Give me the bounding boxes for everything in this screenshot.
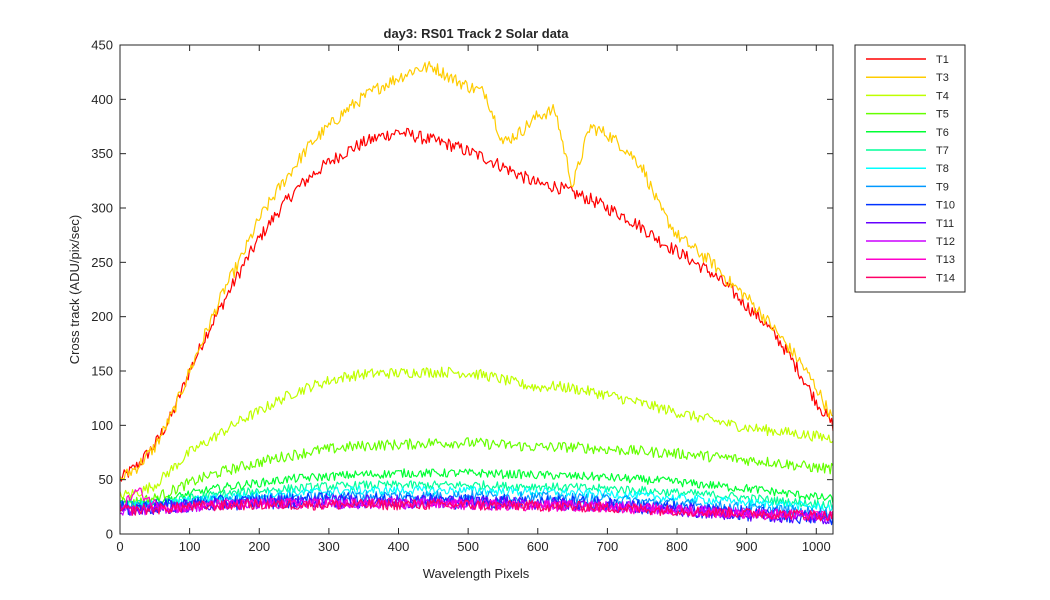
series-line-t5 [119, 437, 834, 507]
series-line-t4 [119, 366, 834, 501]
series-line-t11 [119, 494, 834, 525]
y-tick-label: 250 [91, 255, 113, 270]
y-tick-label: 0 [106, 527, 113, 542]
legend-label-t13: T13 [936, 254, 955, 266]
y-tick-label: 450 [91, 38, 113, 53]
series-line-t3 [119, 61, 834, 480]
x-tick-label: 300 [318, 539, 340, 554]
x-tick-label: 800 [666, 539, 688, 554]
legend-label-t12: T12 [936, 236, 955, 248]
x-tick-label: 600 [527, 539, 549, 554]
legend-label-t11: T11 [936, 218, 954, 230]
axes-layer: 0 100 200 300 400 500 600 700 800 900 1000 0 50 100 15… [91, 38, 833, 554]
y-axis-label: Cross track (ADU/pix/sec) [67, 215, 82, 365]
x-tick-label: 200 [248, 539, 270, 554]
plot-area [120, 45, 833, 534]
x-tick-label: 500 [457, 539, 479, 554]
legend-label-t14: T14 [936, 272, 955, 284]
y-tick-label: 50 [99, 472, 113, 487]
x-tick-label: 900 [736, 539, 758, 554]
series-line-t14 [119, 498, 834, 522]
legend-label-t9: T9 [936, 181, 949, 193]
x-axis-label: Wavelength Pixels [423, 566, 530, 581]
legend-label-t7: T7 [936, 145, 949, 157]
x-tick-label: 1000 [802, 539, 831, 554]
legend-label-t8: T8 [936, 163, 949, 175]
y-tick-label: 100 [91, 418, 113, 433]
x-tick-label: 100 [179, 539, 201, 554]
x-tick-label: 700 [597, 539, 619, 554]
y-tick-label: 200 [91, 309, 113, 324]
series-line-t7 [119, 480, 834, 509]
series-line-t6 [119, 468, 834, 508]
x-tick-label: 0 [116, 539, 123, 554]
y-tick-label: 300 [91, 201, 113, 216]
legend-label-t4: T4 [936, 90, 949, 102]
y-tick-label: 400 [91, 92, 113, 107]
y-tick-label: 150 [91, 364, 113, 379]
legend-label-t1: T1 [936, 54, 949, 66]
legend-label-t5: T5 [936, 109, 949, 121]
chart-title: day3: RS01 Track 2 Solar data [384, 26, 570, 41]
x-tick-label: 400 [388, 539, 410, 554]
legend-label-t3: T3 [936, 72, 949, 84]
y-tick-label: 350 [91, 146, 113, 161]
series-layer [119, 61, 834, 526]
legend-label-t6: T6 [936, 127, 949, 139]
legend-label-t10: T10 [936, 200, 955, 212]
legend: T1 T3 T4 T5 T6 T7 T8 T9 T10 T11 T12 T13 T14 [854, 44, 966, 293]
series-line-t1 [119, 127, 834, 482]
plot-frame [119, 44, 834, 535]
